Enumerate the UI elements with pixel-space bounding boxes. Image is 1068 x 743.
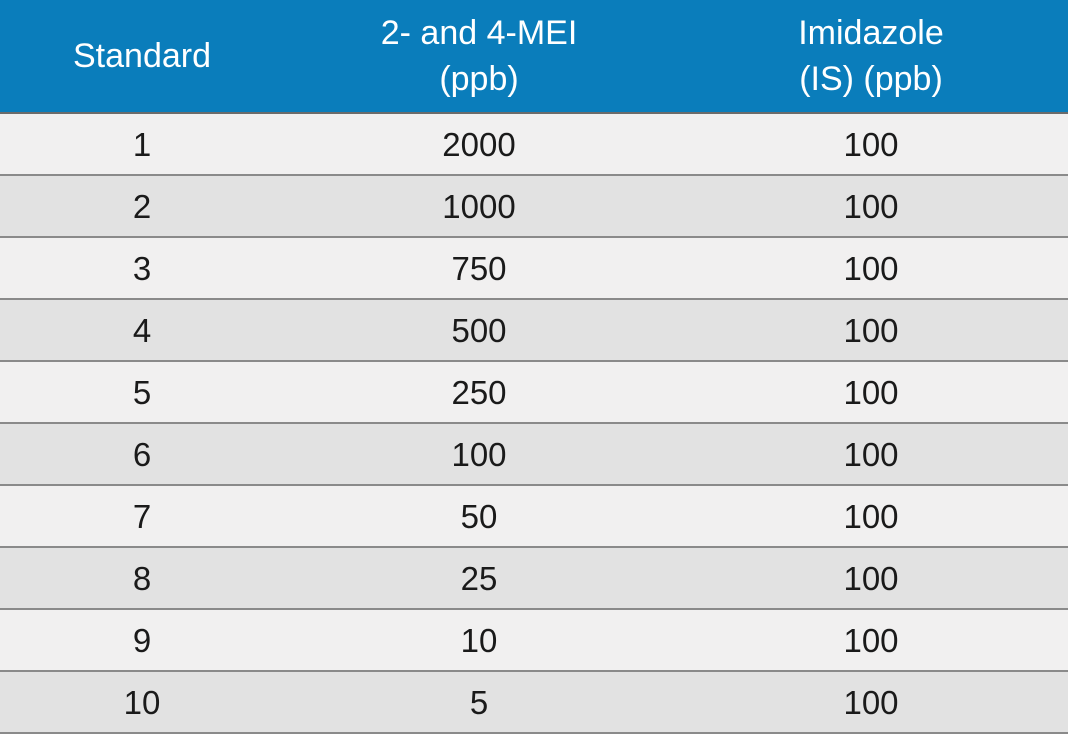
table-row: 2 1000 100 — [0, 176, 1068, 238]
cell-standard: 8 — [132, 560, 152, 597]
cell-mei: 50 — [460, 498, 498, 535]
header-mei-line1: 2- and 4-MEI — [380, 14, 578, 52]
cell-imidazole: 100 — [843, 498, 899, 535]
header-imidazole-line2: (IS) (ppb) — [799, 60, 943, 98]
table-body: 1 2000 100 2 1000 100 3 750 100 4 500 10… — [0, 114, 1068, 734]
cell-imidazole: 100 — [843, 126, 899, 163]
header-mei: 2- and 4-MEI (ppb) — [284, 0, 674, 112]
cell-imidazole: 100 — [843, 312, 899, 349]
cell-standard: 4 — [132, 312, 152, 349]
table-row: 8 25 100 — [0, 548, 1068, 610]
cell-imidazole: 100 — [843, 622, 899, 659]
table-row: 1 2000 100 — [0, 114, 1068, 176]
cell-standard: 9 — [132, 622, 152, 659]
cell-mei: 10 — [460, 622, 498, 659]
cell-mei: 250 — [451, 374, 507, 411]
cell-imidazole: 100 — [843, 374, 899, 411]
cell-mei: 5 — [469, 684, 489, 721]
header-imidazole: Imidazole (IS) (ppb) — [674, 0, 1068, 112]
cell-mei: 25 — [460, 560, 498, 597]
table-row: 4 500 100 — [0, 300, 1068, 362]
table-row: 10 5 100 — [0, 672, 1068, 734]
cell-standard: 1 — [132, 126, 152, 163]
cell-imidazole: 100 — [843, 684, 899, 721]
header-standard: Standard — [0, 0, 284, 112]
header-imidazole-line1: Imidazole — [798, 14, 944, 52]
header-mei-line2: (ppb) — [439, 60, 519, 98]
table-row: 7 50 100 — [0, 486, 1068, 548]
cell-imidazole: 100 — [843, 188, 899, 225]
cell-standard: 5 — [132, 374, 152, 411]
cell-mei: 2000 — [442, 126, 516, 163]
cell-mei: 500 — [451, 312, 507, 349]
cell-standard: 7 — [132, 498, 152, 535]
table-row: 6 100 100 — [0, 424, 1068, 486]
table-row: 9 10 100 — [0, 610, 1068, 672]
cell-imidazole: 100 — [843, 436, 899, 473]
cell-imidazole: 100 — [843, 250, 899, 287]
header-standard-label: Standard — [73, 37, 211, 75]
cell-mei: 750 — [451, 250, 507, 287]
cell-mei: 100 — [451, 436, 507, 473]
cell-standard: 2 — [132, 188, 152, 225]
cell-standard: 3 — [132, 250, 152, 287]
cell-mei: 1000 — [442, 188, 516, 225]
cell-standard: 10 — [123, 684, 161, 721]
cell-imidazole: 100 — [843, 560, 899, 597]
table-row: 3 750 100 — [0, 238, 1068, 300]
cell-standard: 6 — [132, 436, 152, 473]
table-header: Standard 2- and 4-MEI (ppb) Imidazole (I… — [0, 0, 1068, 114]
table-row: 5 250 100 — [0, 362, 1068, 424]
